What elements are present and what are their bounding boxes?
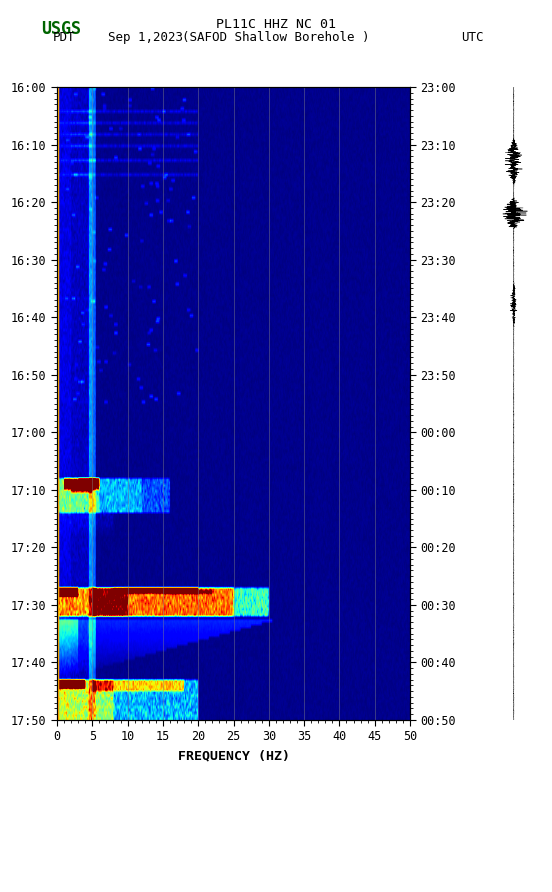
Text: UTC: UTC — [461, 31, 484, 44]
Text: (SAFOD Shallow Borehole ): (SAFOD Shallow Borehole ) — [182, 31, 370, 44]
X-axis label: FREQUENCY (HZ): FREQUENCY (HZ) — [178, 749, 289, 762]
Text: USGS: USGS — [41, 20, 81, 37]
Text: PDT: PDT — [52, 31, 75, 44]
Text: PL11C HHZ NC 01: PL11C HHZ NC 01 — [216, 19, 336, 31]
Polygon shape — [9, 12, 33, 33]
Text: Sep 1,2023: Sep 1,2023 — [108, 31, 183, 44]
